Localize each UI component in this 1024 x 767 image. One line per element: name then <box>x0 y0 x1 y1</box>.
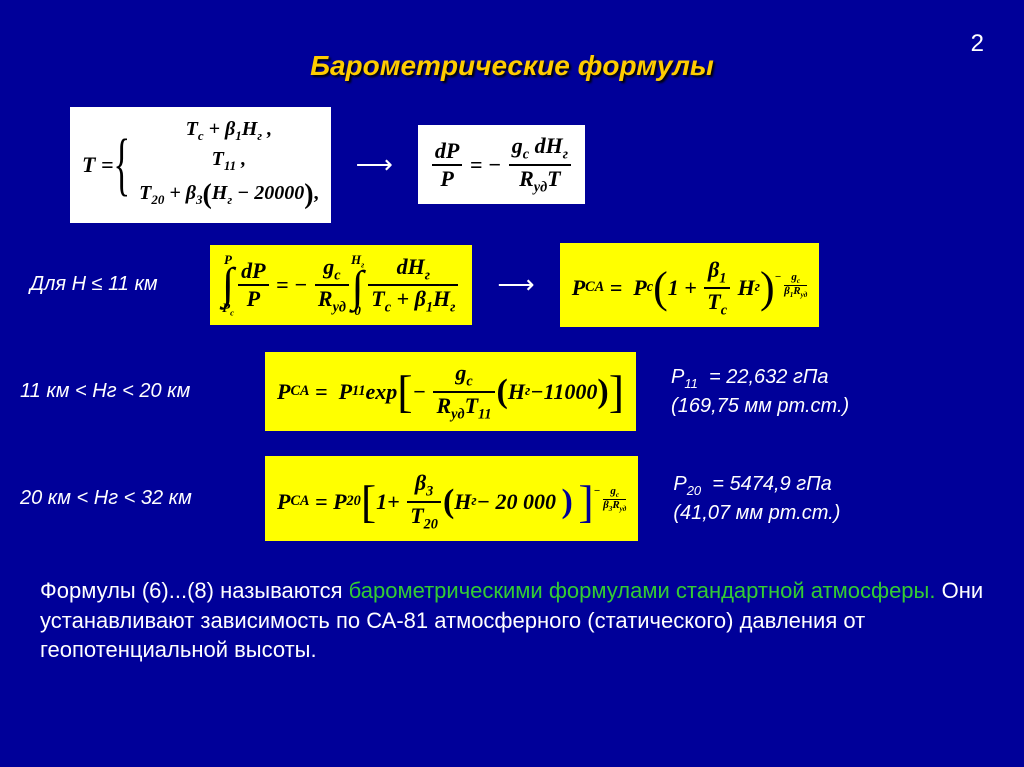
label-range-1: Для H ≤ 11 км <box>30 273 195 296</box>
note-p20: P20 = 5474,9 гПа (41,07 мм рт.ст.) <box>673 471 840 526</box>
row-1: Для H ≤ 11 км P∫Pc dPP = − gcRуд Hг∫0 dH… <box>0 243 1024 328</box>
slide-title: Барометрические формулы <box>0 0 1024 82</box>
row-top: T = { Tc + β1Hг , T11 , T20 + β3(Hг − 20… <box>0 107 1024 223</box>
page-number: 2 <box>971 30 984 58</box>
formula-T-cases: T = { Tc + β1Hг , T11 , T20 + β3(Hг − 20… <box>70 107 331 223</box>
label-range-2: 11 км < Hг < 20 км <box>20 380 250 403</box>
formula-dP: dPP = − gc dHгRудT <box>418 125 585 204</box>
row-3: 20 км < Hг < 32 км PCA = P20 [1+ β3T20 (… <box>0 456 1024 541</box>
bottom-paragraph: Формулы (6)...(8) называются барометриче… <box>0 551 1024 665</box>
formula-pca-2: PCA = P11exp [− gcRудT11 (Hг −11000) ] <box>265 352 636 431</box>
row-2: 11 км < Hг < 20 км PCA = P11exp [− gcRуд… <box>0 352 1024 431</box>
arrow-icon: ⟶ <box>346 149 403 180</box>
formula-pca-1: PCA = Pc (1 + β1Tc Hг )− gcβ1Rуд <box>560 243 820 328</box>
formula-pca-3: PCA = P20 [1+ β3T20 (Hг − 20 000 ) ]− gc… <box>265 456 638 541</box>
note-p11: P11 P_11 = 22,632 гПа= 22,632 гПа (169,7… <box>671 364 849 419</box>
para-pre: Формулы (6)...(8) называются <box>40 578 349 603</box>
label-range-3: 20 км < Hг < 32 км <box>20 487 250 510</box>
arrow-icon: ⟶ <box>487 269 544 300</box>
para-green: барометрическими формулами стандартной а… <box>349 578 936 603</box>
formula-integral: P∫Pc dPP = − gcRуд Hг∫0 dHгTc + β1Hг <box>210 245 472 325</box>
